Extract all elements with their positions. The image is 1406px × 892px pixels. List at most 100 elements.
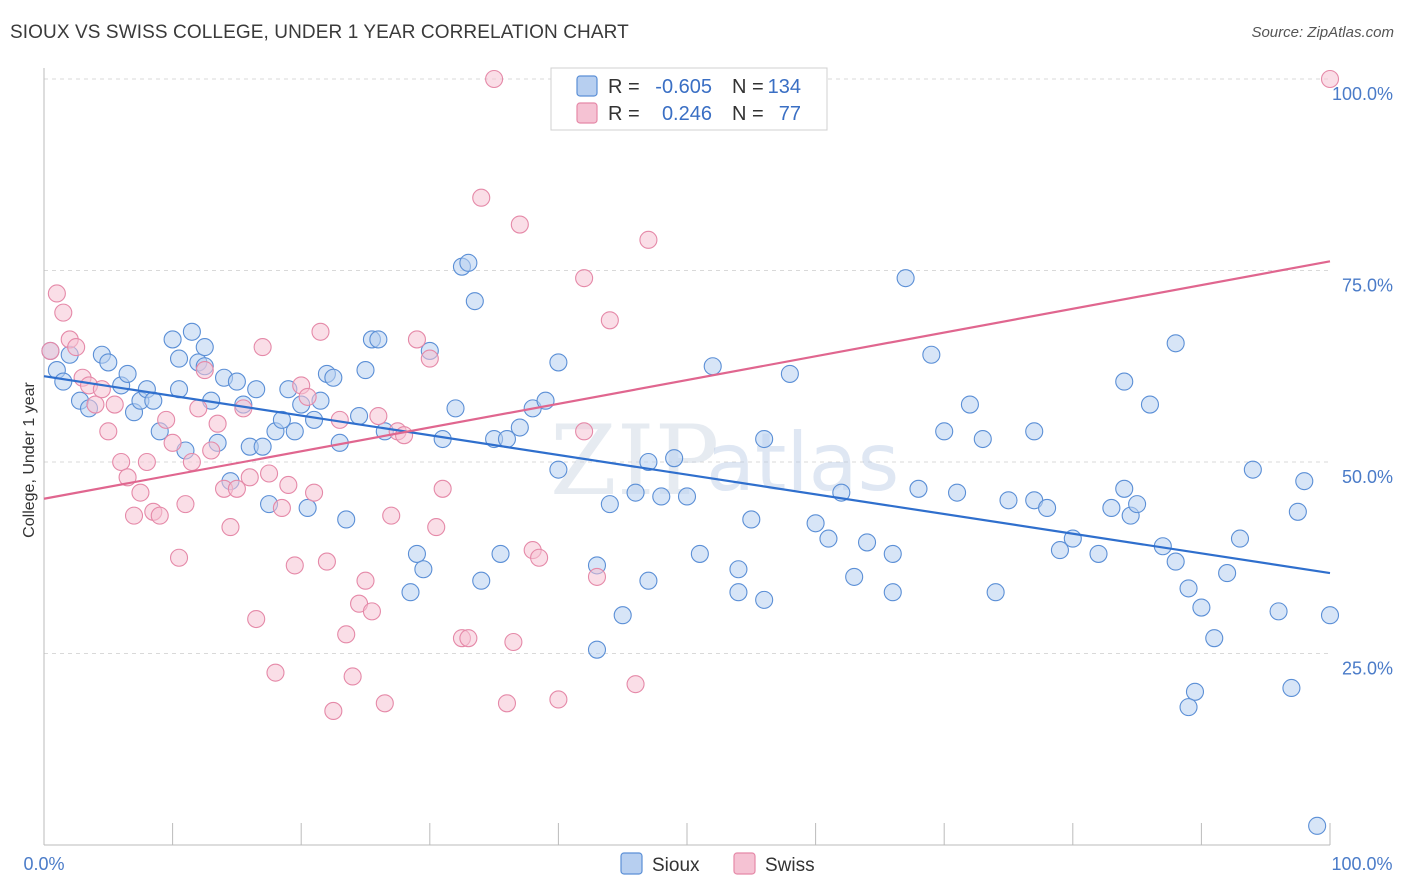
swiss-point-22 bbox=[182, 452, 201, 472]
swiss-point-13 bbox=[124, 506, 144, 525]
legend-n-label-swiss: N = bbox=[732, 103, 764, 125]
swiss-point-62 bbox=[472, 188, 491, 207]
y-tick-labels: 25.0% 50.0% 75.0% 100.0% bbox=[1332, 84, 1393, 679]
swiss-point-11 bbox=[112, 452, 131, 472]
swiss-point-76 bbox=[575, 422, 594, 441]
sioux-point-128 bbox=[1295, 472, 1314, 491]
sioux-point-71 bbox=[613, 606, 632, 625]
sioux-point-16 bbox=[169, 349, 189, 368]
swiss-point-41 bbox=[305, 483, 324, 502]
sioux-point-129 bbox=[1308, 816, 1327, 835]
trend-lines bbox=[43, 260, 1331, 575]
swiss-point-59 bbox=[433, 479, 452, 498]
x-tick-label-min: 0.0% bbox=[23, 854, 64, 874]
sioux-point-97 bbox=[948, 483, 967, 502]
sioux-point-101 bbox=[999, 491, 1018, 510]
grid-lines bbox=[44, 78, 1330, 654]
swiss-point-68 bbox=[549, 690, 568, 709]
sioux-point-7 bbox=[99, 353, 118, 372]
swiss-point-71 bbox=[600, 311, 619, 330]
swiss-point-61 bbox=[459, 629, 478, 648]
y-tick-label-100: 100.0% bbox=[1332, 84, 1393, 104]
sioux-point-38 bbox=[298, 498, 317, 518]
sioux-point-81 bbox=[729, 560, 748, 579]
swiss-point-9 bbox=[99, 422, 118, 441]
swiss-trend-line bbox=[43, 260, 1331, 500]
sioux-point-127 bbox=[1288, 502, 1307, 521]
sioux-point-123 bbox=[1230, 529, 1250, 548]
sioux-point-69 bbox=[600, 495, 619, 514]
swiss-point-74 bbox=[1320, 69, 1340, 89]
y-tick-label-25: 25.0% bbox=[1342, 659, 1393, 679]
sioux-point-67 bbox=[549, 353, 568, 372]
x-ticks bbox=[43, 823, 1331, 845]
series-legend: Sioux Swiss bbox=[620, 852, 815, 876]
sioux-points bbox=[41, 253, 1340, 835]
sioux-point-50 bbox=[407, 544, 426, 563]
sioux-point-112 bbox=[1128, 495, 1147, 514]
y-tick-label-75: 75.0% bbox=[1342, 276, 1393, 296]
swiss-point-20 bbox=[169, 548, 189, 567]
swiss-point-21 bbox=[176, 495, 195, 514]
sioux-point-113 bbox=[1140, 395, 1160, 414]
swiss-point-51 bbox=[369, 406, 388, 426]
swiss-point-43 bbox=[317, 552, 336, 571]
swiss-point-55 bbox=[395, 426, 414, 445]
sioux-point-93 bbox=[896, 269, 915, 288]
swiss-point-15 bbox=[137, 452, 156, 472]
swiss-point-70 bbox=[587, 567, 607, 586]
swiss-point-29 bbox=[227, 479, 246, 498]
sioux-point-27 bbox=[227, 372, 246, 391]
swiss-point-25 bbox=[202, 441, 221, 460]
bottom-legend-label-swiss: Swiss bbox=[765, 855, 815, 876]
sioux-trend-line bbox=[43, 375, 1331, 575]
sioux-point-87 bbox=[819, 529, 838, 548]
swiss-point-40 bbox=[285, 556, 304, 575]
sioux-point-51 bbox=[414, 560, 433, 579]
chart-title: SIOUX VS SWISS COLLEGE, UNDER 1 YEAR COR… bbox=[10, 22, 629, 43]
swiss-point-47 bbox=[343, 667, 362, 686]
sioux-point-115 bbox=[1166, 552, 1185, 571]
y-axis-label: College, Under 1 year bbox=[21, 382, 38, 538]
swiss-point-44 bbox=[324, 701, 343, 721]
sioux-point-79 bbox=[703, 357, 722, 376]
sioux-point-46 bbox=[356, 361, 375, 380]
sioux-point-34 bbox=[272, 410, 291, 429]
sioux-point-72 bbox=[626, 483, 645, 502]
correlation-legend: R = -0.605 N = 134 R = 0.246 N = 77 bbox=[550, 67, 828, 131]
swiss-point-46 bbox=[337, 625, 356, 644]
sioux-point-103 bbox=[1025, 422, 1044, 441]
sioux-point-66 bbox=[549, 460, 568, 479]
sioux-point-90 bbox=[857, 533, 877, 552]
swiss-point-69 bbox=[575, 269, 594, 288]
bottom-legend-swatch-swiss bbox=[733, 852, 756, 875]
swiss-point-50 bbox=[362, 602, 381, 621]
sioux-point-55 bbox=[446, 399, 465, 418]
swiss-point-0 bbox=[41, 341, 60, 360]
legend-r-label-sioux: R = bbox=[608, 76, 640, 98]
sioux-point-94 bbox=[909, 479, 928, 498]
swiss-point-4 bbox=[67, 338, 86, 357]
sioux-point-109 bbox=[1115, 372, 1134, 391]
sioux-point-70 bbox=[587, 640, 607, 659]
legend-r-value-sioux: -0.605 bbox=[655, 76, 712, 98]
sioux-point-98 bbox=[960, 395, 979, 414]
source-credit: Source: ZipAtlas.com bbox=[1251, 24, 1394, 41]
swiss-point-33 bbox=[253, 338, 272, 357]
bottom-legend-label-sioux: Sioux bbox=[652, 855, 700, 876]
sioux-point-110 bbox=[1115, 479, 1134, 498]
sioux-point-100 bbox=[986, 583, 1005, 602]
sioux-point-31 bbox=[253, 437, 272, 456]
sioux-point-61 bbox=[491, 544, 510, 563]
swiss-point-52 bbox=[375, 694, 394, 713]
swiss-point-53 bbox=[382, 506, 401, 525]
legend-swatch-sioux bbox=[576, 75, 598, 97]
legend-r-label-swiss: R = bbox=[608, 103, 640, 125]
swiss-point-18 bbox=[157, 410, 176, 429]
swiss-point-14 bbox=[131, 483, 150, 502]
sioux-point-121 bbox=[1179, 698, 1198, 717]
sioux-point-80 bbox=[729, 583, 748, 602]
swiss-point-72 bbox=[626, 675, 645, 694]
legend-swatch-swiss bbox=[576, 102, 598, 124]
sioux-point-63 bbox=[510, 418, 529, 437]
